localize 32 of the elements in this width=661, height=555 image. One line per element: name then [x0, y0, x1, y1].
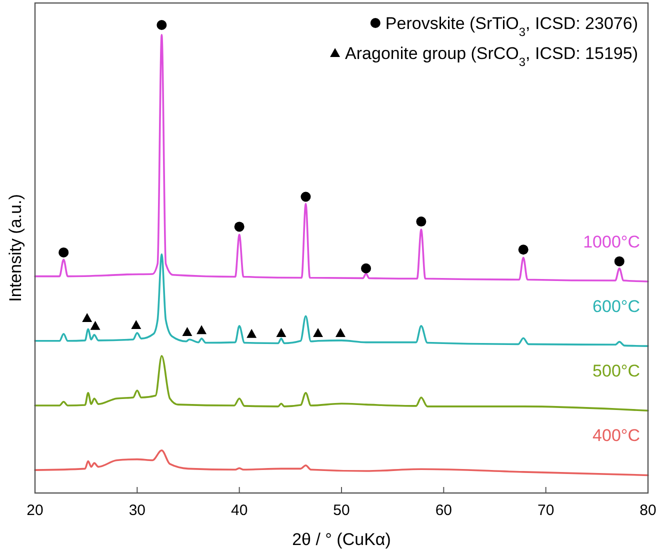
point — [614, 256, 624, 266]
point — [313, 328, 323, 337]
point — [518, 244, 528, 255]
point — [90, 320, 100, 330]
point — [234, 222, 244, 232]
x-tick-label: 40 — [230, 502, 248, 519]
point — [361, 263, 372, 274]
x-tick-label: 20 — [26, 502, 44, 519]
series-label: 600°C — [592, 297, 640, 316]
point — [276, 328, 286, 337]
legend-label: Perovskite (SrTiO$_{3}$, ICSD: 23076) — [385, 14, 638, 39]
x-tick-label: 80 — [640, 502, 656, 519]
point — [300, 192, 311, 202]
point — [156, 20, 167, 30]
x-axis-title: 2θ / ° (CuKα) — [292, 530, 391, 549]
point — [416, 216, 426, 227]
series-label: 400°C — [592, 426, 640, 446]
y-axis-title: Intensity (a.u.) — [6, 194, 25, 302]
x-tick-label: 30 — [128, 502, 146, 519]
point — [131, 320, 142, 329]
point — [246, 328, 257, 338]
series-label: 500°C — [592, 362, 640, 381]
point — [196, 325, 207, 334]
point — [58, 247, 69, 258]
legend-label: Aragonite group (SrCO$_{3}$, ICSD: 15195) — [345, 44, 638, 69]
x-tick-label: 70 — [537, 502, 554, 519]
point — [335, 328, 346, 337]
x-tick-label: 50 — [333, 502, 350, 519]
point — [182, 327, 192, 336]
point — [82, 312, 92, 322]
series-label: 1000°C — [583, 232, 640, 252]
x-tick-label: 60 — [435, 502, 452, 519]
